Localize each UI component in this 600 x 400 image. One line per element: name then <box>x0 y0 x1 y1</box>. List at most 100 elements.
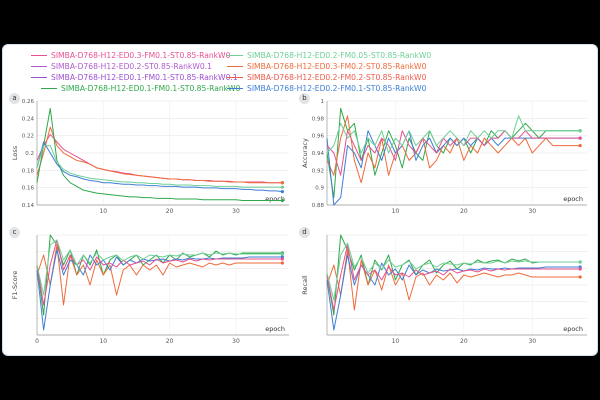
panel-letter: a <box>9 93 20 104</box>
x-tick-label: 10 <box>99 208 107 215</box>
y-tick-label: 0.18 <box>22 168 35 174</box>
panel-letter: c <box>9 227 20 238</box>
y-tick-label: 0.26 <box>22 99 35 105</box>
series-line <box>36 141 283 193</box>
legend-item: SIMBA-D768-H12-ED0.2-FM0.1-ST0.85-RankW0 <box>227 84 426 93</box>
panel-letter: b <box>299 93 310 104</box>
y-tick-label: 0.16 <box>22 186 35 192</box>
series-end-point <box>280 185 284 189</box>
y-tick-label: 0.96 <box>312 134 325 140</box>
series-line <box>326 254 581 331</box>
legend-swatch <box>227 54 243 57</box>
series-line <box>326 242 581 301</box>
legend-label: SIMBA-D768-H12-ED0.1-FM0.1-ST0.85-RankW0… <box>51 73 238 82</box>
series-end-point <box>578 136 582 140</box>
legend-item: SIMBA-D768-H12-ED0.3-FM0.2-ST0.85-RankW0 <box>227 62 426 71</box>
legend-item: SIMBA-D768-H12-ED0.1-FM0.1-ST0.85-RankW0 <box>41 84 240 93</box>
series-end-point <box>280 261 284 265</box>
chart-accuracy: 1 0.98 0.96 0.94 0.92 0.9 0.88 10 20 30 epoch Accur… <box>299 93 593 223</box>
legend-swatch <box>227 76 243 79</box>
x-axis-label: epoch <box>265 195 285 203</box>
y-tick-label: 0.92 <box>312 168 324 174</box>
series-line <box>326 130 581 176</box>
series-end-point <box>578 267 582 271</box>
series-line <box>326 115 581 184</box>
chart-f1-score: 0 10 20 30 epoch F1-Score c <box>9 227 295 353</box>
series-line <box>36 239 283 296</box>
series-end-point <box>578 275 582 279</box>
y-tick-label: 1 <box>321 99 325 105</box>
x-tick-label: 30 <box>232 208 240 215</box>
legend-item: SIMBA-D768-H12-ED0.2-FM0.05-ST0.85-RankW… <box>227 51 431 60</box>
series-end-point <box>578 129 582 133</box>
series-line <box>36 239 283 306</box>
legend-label: SIMBA-D768-H12-ED0.2-ST0.85-RankW0.1 <box>51 62 212 71</box>
x-tick-label: 20 <box>166 208 174 215</box>
series-end-point <box>280 198 284 203</box>
x-tick-label: 10 <box>392 208 400 215</box>
legend-item: SIMBA-D768-H12-ED0.2-FM0.2-ST0.85-RankW0 <box>227 73 426 82</box>
x-tick-label: 30 <box>232 338 240 345</box>
y-tick-label: 0.88 <box>312 203 325 209</box>
legend-swatch <box>227 65 243 68</box>
y-axis-label: F1-Score <box>11 271 19 299</box>
series-line <box>36 249 283 331</box>
series-end-point <box>280 257 284 261</box>
y-tick-label: 0.94 <box>312 151 325 157</box>
legend-label: SIMBA-D768-H12-ED0.1-FM0.1-ST0.85-RankW0 <box>61 84 241 93</box>
series-line <box>36 126 283 184</box>
legend-item: SIMBA-D768-H12-ED0.3-FM0.1-ST0.85-RankW0 <box>31 51 230 60</box>
legend-label: SIMBA-D768-H12-ED0.2-FM0.1-ST0.85-RankW0 <box>247 84 427 93</box>
y-tick-label: 0.24 <box>22 116 35 122</box>
series-end-point <box>280 181 284 185</box>
panel-letter: d <box>299 227 310 238</box>
x-axis-label: epoch <box>265 325 285 333</box>
y-tick-label: 0.9 <box>315 186 324 192</box>
y-axis-label: Recall <box>301 275 309 295</box>
series-line <box>36 107 283 202</box>
legend-label: SIMBA-D768-H12-ED0.3-FM0.2-ST0.85-RankW0 <box>247 62 427 71</box>
x-tick-label: 10 <box>392 338 400 345</box>
legend-item: SIMBA-D768-H12-ED0.1-FM0.1-ST0.85-RankW0… <box>31 73 238 82</box>
legend-label: SIMBA-D768-H12-ED0.2-FM0.05-ST0.85-RankW… <box>247 51 432 60</box>
x-tick-label: 10 <box>99 338 107 345</box>
x-tick-label: 20 <box>460 208 468 215</box>
series-end-point <box>280 252 284 256</box>
chart-recall: 10 20 30 epoch Recall d <box>299 227 593 353</box>
series-end-point <box>280 190 284 194</box>
x-tick-label: 20 <box>166 338 174 345</box>
x-axis-label: epoch <box>563 325 583 333</box>
legend-swatch <box>31 54 47 57</box>
x-tick-label: 30 <box>528 338 536 345</box>
chart-loss: 0.26 0.24 0.22 0.2 0.18 0.16 0.14 10 20 30 epoch Lo… <box>9 93 295 223</box>
chart-svg: 0.26 0.24 0.22 0.2 0.18 0.16 0.14 10 20 30 epoch Lo… <box>11 99 289 215</box>
y-axis-label: Loss <box>11 145 19 160</box>
legend-swatch <box>31 65 47 68</box>
y-tick-label: 0.22 <box>22 134 34 140</box>
chart-svg: 10 20 30 epoch Recall <box>301 234 587 345</box>
legend-swatch <box>31 76 47 79</box>
series-line <box>36 145 283 188</box>
series-line <box>326 115 581 154</box>
legend: SIMBA-D768-H12-ED0.3-FM0.1-ST0.85-RankW0… <box>31 51 431 97</box>
series-line <box>36 234 283 316</box>
x-tick-label: 20 <box>460 338 468 345</box>
x-tick-label: 0 <box>35 338 39 345</box>
figure-panel: SIMBA-D768-H12-ED0.3-FM0.1-ST0.85-RankW0… <box>2 44 598 356</box>
series-end-point <box>578 143 582 148</box>
legend-swatch <box>227 87 243 90</box>
x-axis-label: epoch <box>563 195 583 203</box>
y-axis-label: Accuracy <box>301 138 309 168</box>
legend-label: SIMBA-D768-H12-ED0.2-FM0.2-ST0.85-RankW0 <box>247 73 427 82</box>
chart-svg: 1 0.98 0.96 0.94 0.92 0.9 0.88 10 20 30 epoch Accur… <box>301 99 587 215</box>
legend-label: SIMBA-D768-H12-ED0.3-FM0.1-ST0.85-RankW0 <box>51 51 231 60</box>
y-tick-label: 0.2 <box>25 151 34 157</box>
series-line <box>326 249 581 311</box>
y-tick-label: 0.14 <box>22 203 35 209</box>
series-line <box>326 244 581 311</box>
legend-swatch <box>41 87 57 90</box>
series-line <box>36 244 283 306</box>
chart-svg: 0 10 20 30 epoch F1-Score <box>11 234 289 345</box>
legend-item: SIMBA-D768-H12-ED0.2-ST0.85-RankW0.1 <box>31 62 212 71</box>
x-tick-label: 30 <box>528 208 536 215</box>
